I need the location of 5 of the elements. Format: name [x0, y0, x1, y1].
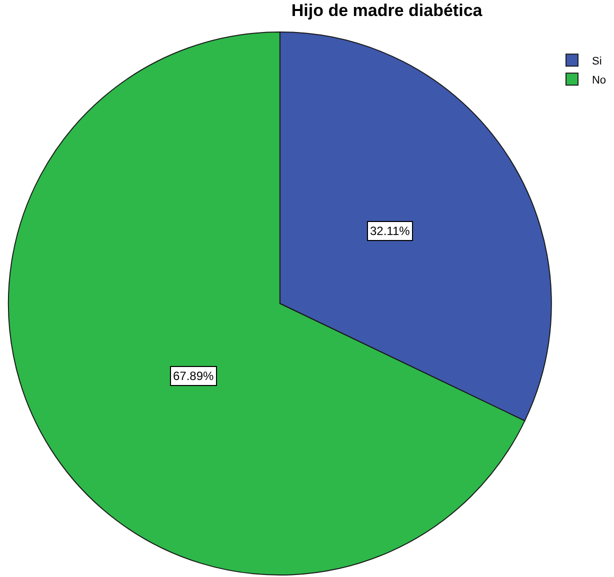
data-label: 67.89%	[173, 369, 214, 383]
chart-title: Hijo de madre diabética	[291, 0, 483, 20]
data-label: 32.11%	[370, 224, 410, 238]
legend-label: Si	[592, 55, 602, 68]
legend-label: No	[592, 74, 606, 86]
